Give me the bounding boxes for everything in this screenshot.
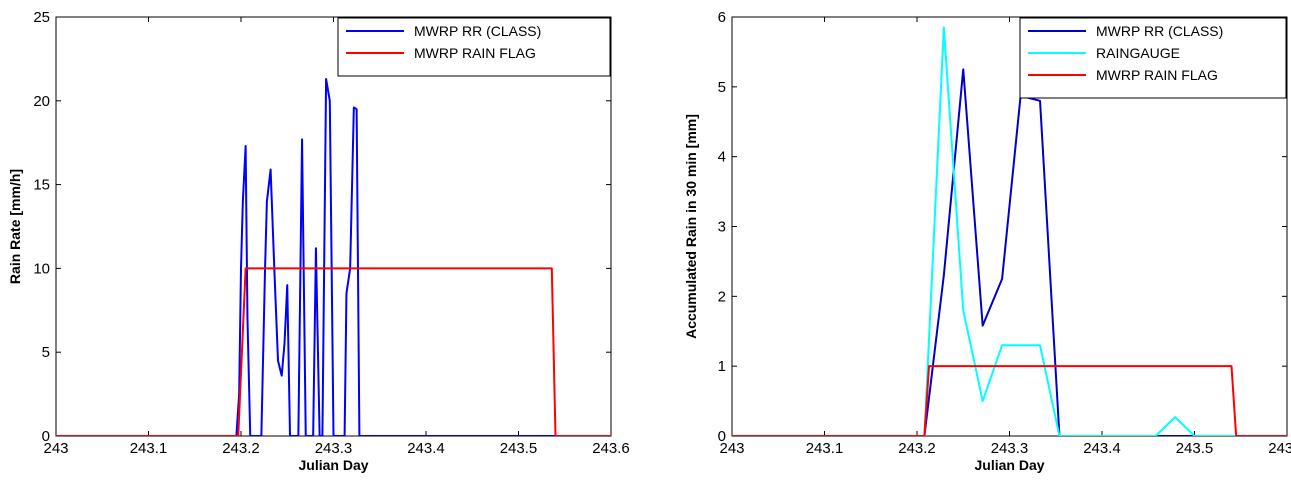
y-tick-label: 25 [33, 9, 50, 26]
legend-label: MWRP RR (CLASS) [1096, 23, 1223, 39]
x-tick-label: 243.3 [315, 440, 353, 457]
x-axis-label: Julian Day [974, 457, 1044, 473]
x-tick-label: 243.6 [592, 440, 630, 457]
x-tick-label: 243.2 [898, 440, 936, 457]
x-tick-label: 243.5 [1176, 440, 1214, 457]
x-tick-label: 243.4 [1083, 440, 1121, 457]
y-tick-label: 10 [33, 260, 50, 277]
legend-label: MWRP RAIN FLAG [414, 45, 536, 61]
x-tick-label: 243.6 [1268, 440, 1291, 457]
x-tick-label: 243 [719, 440, 744, 457]
y-tick-label: 20 [33, 93, 50, 110]
legend-label: MWRP RR (CLASS) [414, 23, 541, 39]
x-tick-label: 243.3 [991, 440, 1029, 457]
y-tick-label: 4 [718, 149, 726, 166]
y-tick-label: 1 [718, 358, 726, 375]
x-tick-label: 243.1 [806, 440, 844, 457]
chart-2: 243 243.1 243.2 243.3 243.4 243.5 243.6 0 1 2 3 4 5 6… [683, 9, 1291, 473]
series-line-1 [732, 68, 1287, 436]
y-tick-label: 6 [718, 9, 726, 26]
y-axis-label: Rain Rate [mm/h] [7, 169, 23, 284]
y-tick-label: 0 [42, 428, 50, 445]
y-tick-label: 2 [718, 288, 726, 305]
series-line-1 [56, 78, 611, 436]
y-tick-label: 5 [718, 79, 726, 96]
legend-box [337, 17, 611, 77]
x-tick-label: 243.5 [500, 440, 538, 457]
x-axis-label: Julian Day [298, 457, 368, 473]
chart-1: 243 243.1 243.2 243.3 243.4 243.5 243.6 0 5 10 15 2… [7, 9, 630, 473]
legend: MWRP RR (CLASS) RAINGAUGE MWRP RAIN FLAG [1019, 17, 1287, 99]
series-line-3 [732, 365, 1287, 436]
legend-label: RAINGAUGE [1096, 45, 1180, 61]
x-tick-label: 243.2 [222, 440, 260, 457]
y-tick-label: 15 [33, 177, 50, 194]
y-axis-label: Accumulated Rain in 30 min [mm] [683, 114, 699, 339]
legend-label: MWRP RAIN FLAG [1096, 67, 1218, 83]
legend: MWRP RR (CLASS) MWRP RAIN FLAG [337, 17, 611, 77]
series-line-2 [56, 267, 611, 436]
x-tick-label: 243 [43, 440, 68, 457]
series-line-2 [732, 26, 1287, 436]
y-tick-label: 5 [42, 344, 50, 361]
x-tick-label: 243.1 [130, 440, 168, 457]
y-tick-label: 3 [718, 219, 726, 236]
x-tick-label: 243.4 [407, 440, 445, 457]
y-tick-label: 0 [718, 428, 726, 445]
